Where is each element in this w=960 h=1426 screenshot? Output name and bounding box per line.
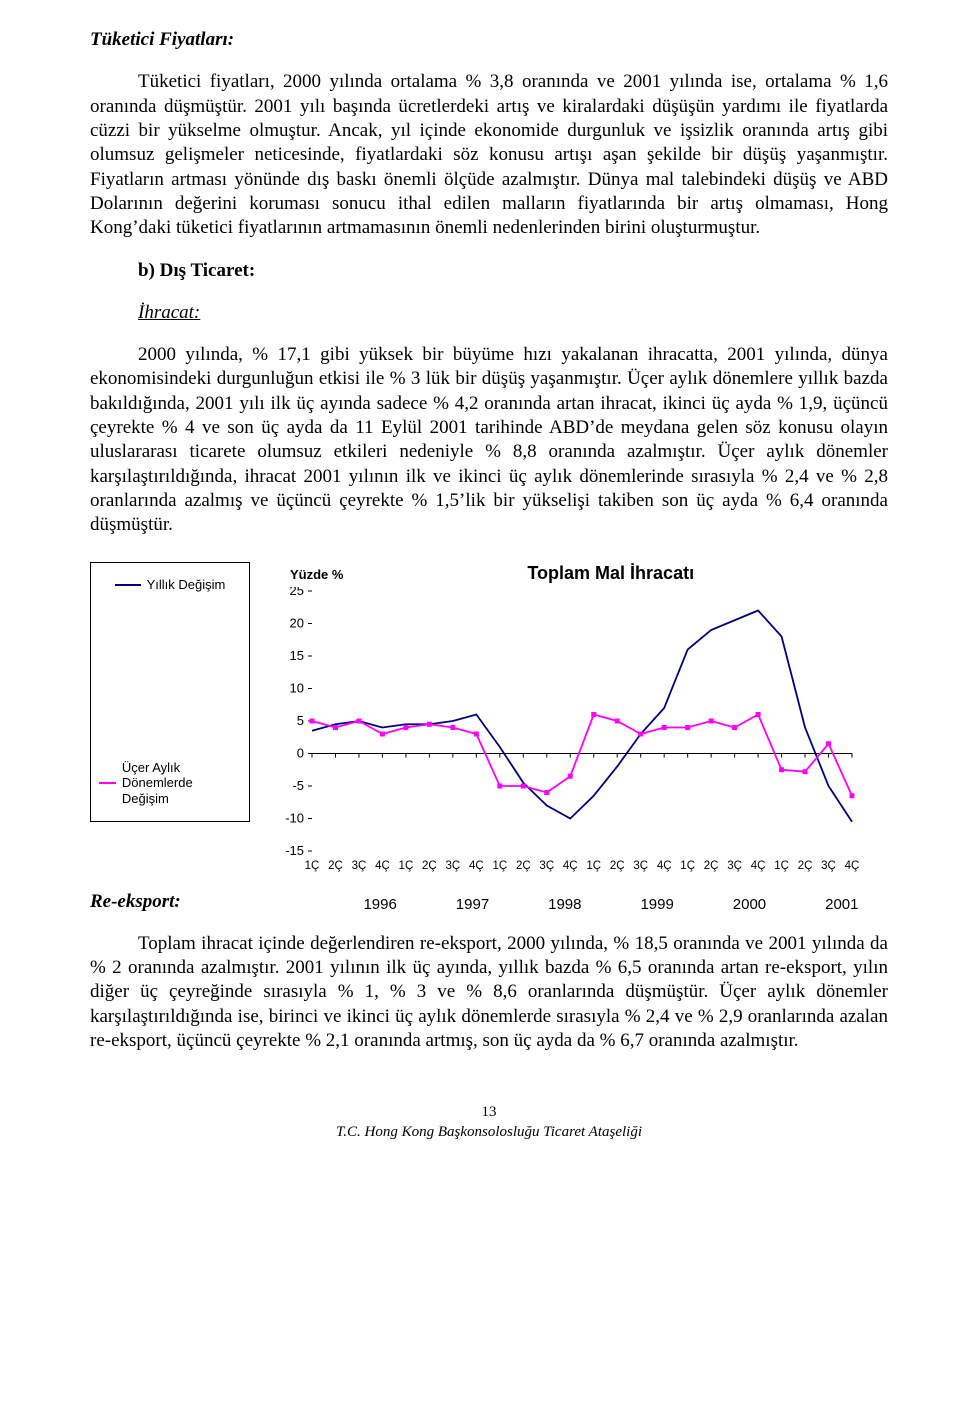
svg-text:1Ç: 1Ç: [774, 860, 789, 872]
svg-text:3Ç: 3Ç: [727, 860, 742, 872]
svg-text:2Ç: 2Ç: [798, 860, 813, 872]
svg-text:1Ç: 1Ç: [492, 860, 507, 872]
chart-container: Yıllık Değişim Üçer Aylık Dönemlerde Değ…: [90, 562, 888, 883]
svg-text:2Ç: 2Ç: [610, 860, 625, 872]
svg-text:4Ç: 4Ç: [657, 860, 672, 872]
svg-text:3Ç: 3Ç: [539, 860, 554, 872]
svg-text:1Ç: 1Ç: [680, 860, 695, 872]
svg-text:3Ç: 3Ç: [821, 860, 836, 872]
chart-legend: Yıllık Değişim Üçer Aylık Dönemlerde Değ…: [90, 562, 250, 822]
svg-text:4Ç: 4Ç: [469, 860, 484, 872]
footer-org: T.C. Hong Kong Başkonsolosluğu Ticaret A…: [90, 1123, 888, 1142]
legend-swatch-2: [99, 782, 116, 784]
svg-text:1Ç: 1Ç: [305, 860, 320, 872]
svg-text:1Ç: 1Ç: [399, 860, 414, 872]
chart-year-row: 1996 1997 1998 1999 2000 2001: [290, 889, 888, 914]
svg-text:-15: -15: [285, 843, 304, 858]
svg-text:4Ç: 4Ç: [375, 860, 390, 872]
year-label: 1996: [363, 895, 396, 914]
legend-item-1: Yıllık Değişim: [115, 577, 226, 594]
legend-swatch-1: [115, 584, 141, 586]
svg-text:4Ç: 4Ç: [845, 860, 860, 872]
legend-label-1: Yıllık Değişim: [147, 577, 226, 594]
svg-text:10: 10: [290, 680, 304, 695]
legend-item-2: Üçer Aylık Dönemlerde Değişim: [99, 760, 241, 807]
paragraph-2: 2000 yılında, % 17,1 gibi yüksek bir büy…: [90, 343, 888, 538]
svg-text:20: 20: [290, 615, 304, 630]
year-label: 1999: [640, 895, 673, 914]
svg-text:2Ç: 2Ç: [516, 860, 531, 872]
svg-text:4Ç: 4Ç: [751, 860, 766, 872]
re-eksport-heading: Re-eksport:: [90, 890, 290, 914]
page-number: 13: [90, 1103, 888, 1122]
chart-title: Toplam Mal İhracatı: [343, 562, 878, 585]
svg-text:15: 15: [290, 648, 304, 663]
year-label: 2000: [733, 895, 766, 914]
year-label: 2001: [825, 895, 858, 914]
chart-block: Yüzde % Toplam Mal İhracatı 25 20 15 10 5 0 -5…: [268, 562, 888, 883]
svg-text:3Ç: 3Ç: [446, 860, 461, 872]
svg-text:4Ç: 4Ç: [563, 860, 578, 872]
svg-text:2Ç: 2Ç: [328, 860, 343, 872]
paragraph-1: Tüketici fiyatları, 2000 yılında ortalam…: [90, 70, 888, 240]
svg-text:-10: -10: [285, 810, 304, 825]
svg-text:5: 5: [297, 713, 304, 728]
paragraph-3: Toplam ihracat içinde değerlendiren re-e…: [90, 932, 888, 1054]
chart-y-axis-label: Yüzde %: [290, 567, 343, 584]
svg-text:3Ç: 3Ç: [352, 860, 367, 872]
svg-text:2Ç: 2Ç: [422, 860, 437, 872]
svg-text:0: 0: [297, 745, 304, 760]
page-footer: 13 T.C. Hong Kong Başkonsolosluğu Ticare…: [90, 1103, 888, 1141]
subsection-b: b) Dış Ticaret:: [90, 259, 888, 283]
year-label: 1997: [456, 895, 489, 914]
subsection-ihracat: İhracat:: [90, 301, 888, 325]
section-heading: Tüketici Fiyatları:: [90, 28, 888, 52]
svg-text:2Ç: 2Ç: [704, 860, 719, 872]
svg-text:-5: -5: [292, 778, 304, 793]
line-chart: 2520151050-5-10-151Ç2Ç3Ç4Ç1Ç2Ç3Ç4Ç1Ç2Ç3Ç…: [268, 587, 862, 883]
legend-label-2: Üçer Aylık Dönemlerde Değişim: [122, 760, 241, 807]
year-label: 1998: [548, 895, 581, 914]
svg-text:1Ç: 1Ç: [586, 860, 601, 872]
svg-text:3Ç: 3Ç: [633, 860, 648, 872]
svg-text:25: 25: [290, 587, 304, 598]
